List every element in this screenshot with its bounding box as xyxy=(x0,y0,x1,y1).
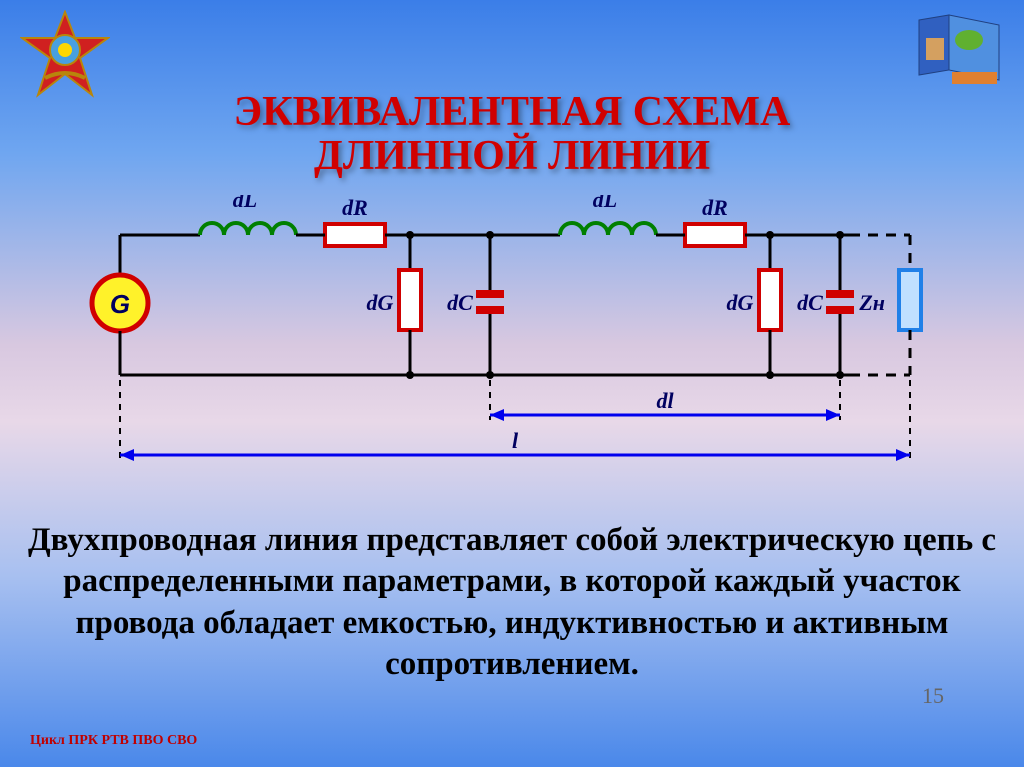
title-line2: ДЛИННОЙ ЛИНИИ xyxy=(314,133,710,179)
label-dl: dl xyxy=(656,388,674,413)
title-line1: ЭКВИВАЛЕНТНАЯ СХЕМА xyxy=(234,89,791,135)
label-dC1: dC xyxy=(447,290,473,315)
label-dG1: dG xyxy=(367,290,394,315)
slide-root: ЭКВИВАЛЕНТНАЯ СХЕМА ДЛИННОЙ ЛИНИИ xyxy=(0,0,1024,767)
label-dC2: dC xyxy=(797,290,823,315)
label-dL2: dL xyxy=(593,195,617,212)
circuit-diagram: G dL dR dG dC dL dR dG dC Zн xyxy=(80,195,944,495)
label-dL1: dL xyxy=(233,195,257,212)
footer-text: Цикл ПРК РТВ ПВО СВО xyxy=(30,733,197,749)
emblem-left xyxy=(20,10,110,100)
slide-title: ЭКВИВАЛЕНТНАЯ СХЕМА ДЛИННОЙ ЛИНИИ xyxy=(0,90,1024,178)
label-l: l xyxy=(512,428,519,453)
label-source: G xyxy=(110,289,130,319)
page-number: 15 xyxy=(922,683,944,709)
label-dG2: dG xyxy=(727,290,754,315)
label-dR2: dR xyxy=(702,195,728,220)
emblem-right xyxy=(914,10,1004,95)
body-paragraph: Двухпроводная линия представляет собой э… xyxy=(20,520,1004,685)
label-dR1: dR xyxy=(342,195,368,220)
label-Zn: Zн xyxy=(858,290,885,315)
